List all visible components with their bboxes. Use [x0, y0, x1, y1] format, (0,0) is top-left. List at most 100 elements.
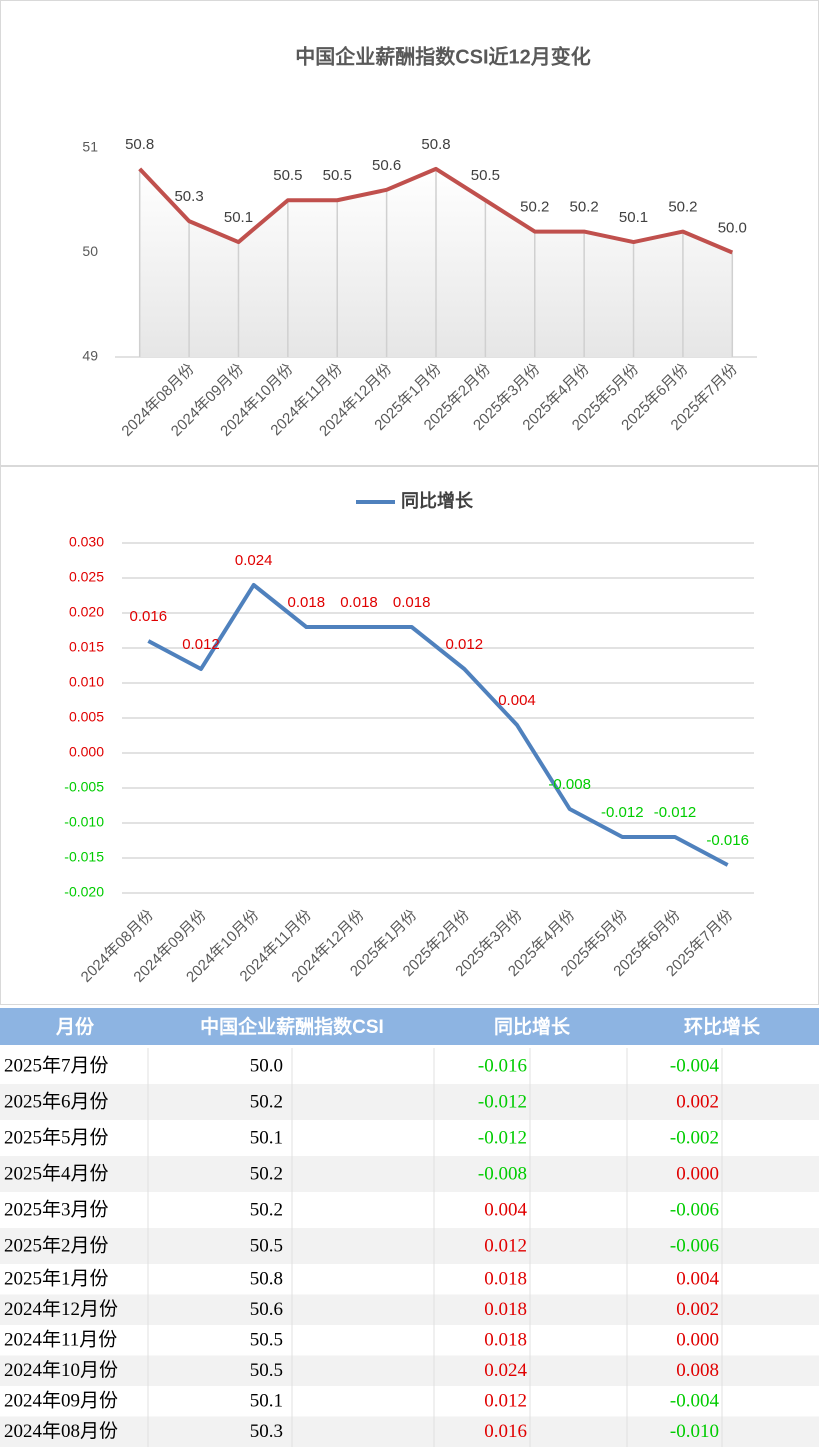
table-cell: 0.002	[676, 1299, 719, 1320]
table-cell: 0.018	[484, 1269, 527, 1290]
table-cell: 0.000	[676, 1330, 719, 1351]
y-tick-label: 0.025	[69, 569, 104, 585]
data-label: 50.5	[471, 167, 500, 184]
table-cell: -0.004	[670, 1391, 720, 1412]
table-row-bg	[0, 1416, 819, 1447]
table-cell: -0.016	[478, 1055, 527, 1076]
table-row-bg	[0, 1355, 819, 1386]
data-label: 50.3	[174, 188, 203, 205]
table-cell: 0.012	[484, 1235, 527, 1256]
table-row-bg	[0, 1386, 819, 1417]
data-label: 0.018	[288, 594, 326, 611]
table-cell: -0.010	[670, 1421, 719, 1442]
data-line	[147, 583, 729, 867]
data-label: 50.0	[718, 219, 747, 236]
y-tick-label: 0.020	[69, 604, 104, 620]
table-row-bg	[0, 1294, 819, 1325]
table-cell: 50.2	[250, 1199, 283, 1220]
table-cell: 0.018	[484, 1330, 527, 1351]
legend-label: 同比增长	[401, 490, 474, 511]
table-header-cell: 环比增长	[684, 1015, 761, 1038]
table-row-bg	[0, 1156, 819, 1192]
table-cell: 50.2	[250, 1091, 283, 1112]
table-cell: -0.008	[478, 1163, 527, 1184]
table-cell: 2025年5月份	[4, 1126, 109, 1148]
table-cell: 0.000	[676, 1163, 719, 1184]
table-cell: 2024年11月份	[4, 1329, 117, 1351]
table-header-cell: 月份	[55, 1015, 95, 1038]
y-tick-label: -0.020	[64, 884, 104, 900]
table-cell: -0.002	[670, 1127, 719, 1148]
y-tick-label: 0.030	[69, 534, 104, 550]
table-cell: 2024年08月份	[4, 1420, 118, 1442]
table-cell: 50.5	[250, 1330, 283, 1351]
table-row-bg	[0, 1120, 819, 1156]
data-label: 50.2	[570, 199, 599, 216]
table-cell: 2024年09月份	[4, 1390, 118, 1412]
table-cell: 50.3	[250, 1421, 283, 1442]
data-label: 0.016	[130, 608, 168, 625]
table-cell: 0.018	[484, 1299, 527, 1320]
y-tick-label: 0.000	[69, 744, 104, 760]
table-row-bg	[0, 1192, 819, 1228]
table-cell: 2024年10月份	[4, 1359, 118, 1381]
table-cell: -0.012	[478, 1127, 527, 1148]
data-label: -0.008	[548, 776, 591, 793]
table-cell: 0.008	[676, 1360, 719, 1381]
y-tick-label: 49	[82, 348, 98, 364]
table-cell: 50.5	[250, 1360, 283, 1381]
y-tick-label: -0.015	[64, 849, 104, 865]
table-cell: 2025年4月份	[4, 1162, 109, 1184]
table-cell: -0.004	[670, 1055, 720, 1076]
table-row-bg	[0, 1264, 819, 1295]
table-cell: 50.0	[250, 1055, 283, 1076]
y-tick-label: 0.015	[69, 639, 104, 655]
data-label: 0.018	[340, 594, 378, 611]
table-header-cell: 中国企业薪酬指数CSI	[200, 1015, 384, 1038]
data-label: 0.004	[498, 692, 536, 709]
table-cell: 2025年1月份	[4, 1268, 109, 1290]
data-label: -0.012	[601, 804, 644, 821]
table-cell: 0.002	[676, 1091, 719, 1112]
table-cell: 50.5	[250, 1235, 283, 1256]
table-cell: 0.012	[484, 1391, 527, 1412]
data-label: 50.8	[125, 136, 154, 153]
table-header-cell: 同比增长	[494, 1015, 571, 1038]
data-label: -0.016	[706, 832, 749, 849]
data-label: 50.5	[323, 167, 352, 184]
chart-title: 中国企业薪酬指数CSI近12月变化	[295, 44, 591, 68]
y-tick-label: 50	[82, 243, 98, 259]
table-cell: -0.012	[478, 1091, 527, 1112]
table-cell: 50.2	[250, 1163, 283, 1184]
table-row-bg	[0, 1228, 819, 1264]
table-cell: 2024年12月份	[4, 1298, 118, 1320]
y-tick-label: 0.005	[69, 709, 104, 725]
y-tick-label: 51	[82, 139, 98, 155]
table-cell: 0.024	[484, 1360, 527, 1381]
data-label: 50.5	[273, 167, 302, 184]
data-label: 50.1	[224, 209, 253, 226]
table-cell: 2025年2月份	[4, 1234, 109, 1256]
table-header-bg	[0, 1008, 819, 1045]
data-label: 0.012	[182, 636, 220, 653]
y-tick-label: -0.005	[64, 779, 104, 795]
data-label: 50.2	[668, 199, 697, 216]
table-cell: 0.016	[484, 1421, 527, 1442]
y-tick-label: -0.010	[64, 814, 104, 830]
table-row-bg	[0, 1048, 819, 1084]
data-label: 0.012	[446, 636, 484, 653]
data-label: -0.012	[654, 804, 697, 821]
data-label: 50.2	[520, 199, 549, 216]
table-cell: 50.1	[250, 1127, 283, 1148]
data-label: 50.8	[421, 136, 450, 153]
data-label: 50.1	[619, 209, 648, 226]
table-cell: -0.006	[670, 1199, 719, 1220]
table-row-bg	[0, 1084, 819, 1120]
table-cell: 50.6	[250, 1299, 283, 1320]
table-cell: 2025年7月份	[4, 1054, 109, 1076]
table-cell: 50.1	[250, 1391, 283, 1412]
data-label: 50.6	[372, 157, 401, 174]
chart-panel	[0, 466, 819, 1005]
